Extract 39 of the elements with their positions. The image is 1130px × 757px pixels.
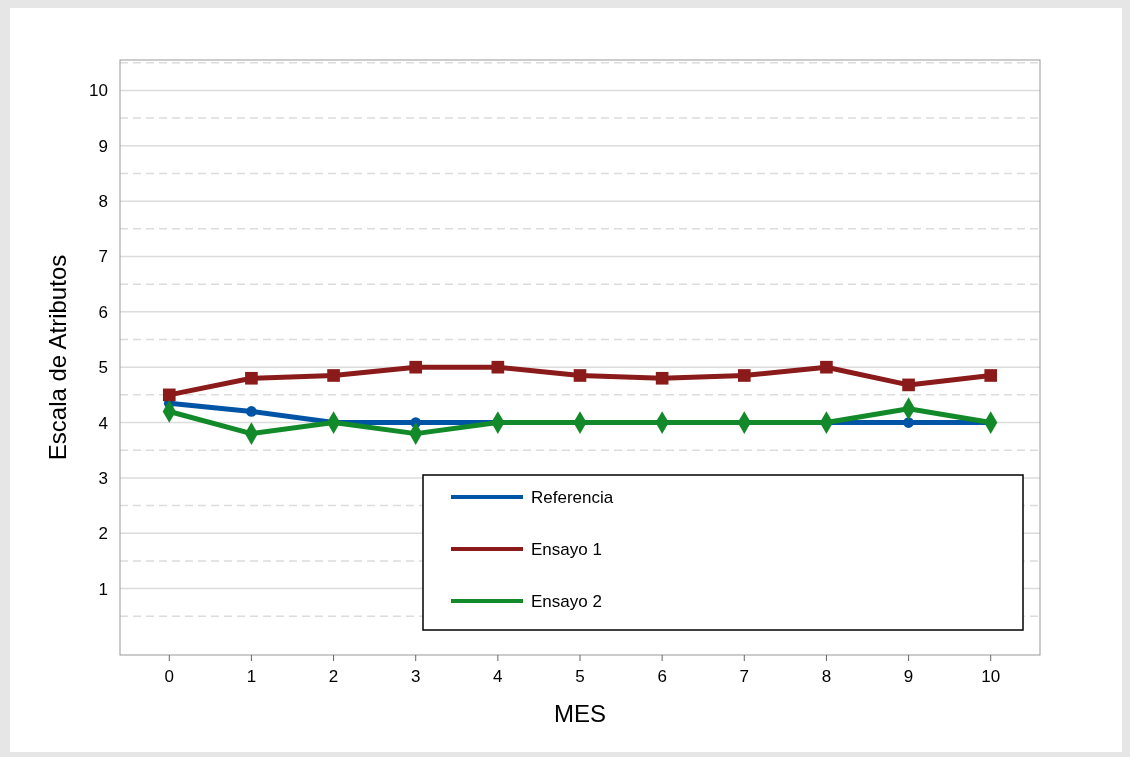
- point: [984, 369, 998, 382]
- y-tick-label: 3: [98, 468, 108, 488]
- x-tick-label: 9: [903, 667, 914, 686]
- y-tick-label: 7: [98, 247, 108, 267]
- legend-label: Ensayo 1: [531, 540, 602, 559]
- x-tick-label: 2: [328, 667, 339, 686]
- point: [902, 378, 915, 392]
- point: [327, 369, 340, 382]
- y-tick-label: 6: [98, 302, 108, 322]
- point: [903, 417, 914, 428]
- x-tick-label: 3: [410, 667, 421, 686]
- x-tick-label: 0: [164, 667, 175, 686]
- legend-label: Referencia: [531, 488, 614, 507]
- x-tick-label: 5: [575, 667, 585, 686]
- point: [655, 371, 669, 385]
- point: [162, 388, 176, 402]
- x-tick-label: 8: [821, 667, 832, 686]
- y-tick-label: 2: [98, 524, 108, 544]
- x-tick-label: 6: [657, 667, 667, 686]
- point: [491, 360, 505, 374]
- x-axis-title: MES: [553, 700, 607, 727]
- x-tick-label: 4: [493, 667, 503, 686]
- y-tick-label: 4: [98, 413, 108, 433]
- point: [409, 360, 423, 374]
- y-tick-label: 10: [89, 81, 108, 101]
- point: [245, 371, 258, 385]
- point: [820, 360, 833, 374]
- x-tick-label: 1: [246, 667, 257, 686]
- y-tick-label: 8: [98, 192, 108, 212]
- y-tick-label: 9: [98, 136, 108, 156]
- x-tick-label: 10: [981, 667, 1001, 686]
- point: [246, 406, 257, 417]
- y-axis-title: Escala de Atributos: [44, 254, 71, 461]
- legend-label: Ensayo 2: [531, 592, 602, 611]
- y-tick-label: 5: [98, 358, 108, 378]
- point: [573, 369, 587, 382]
- y-tick-label: 1: [98, 579, 108, 599]
- x-tick-label: 7: [739, 667, 750, 686]
- point: [737, 369, 751, 382]
